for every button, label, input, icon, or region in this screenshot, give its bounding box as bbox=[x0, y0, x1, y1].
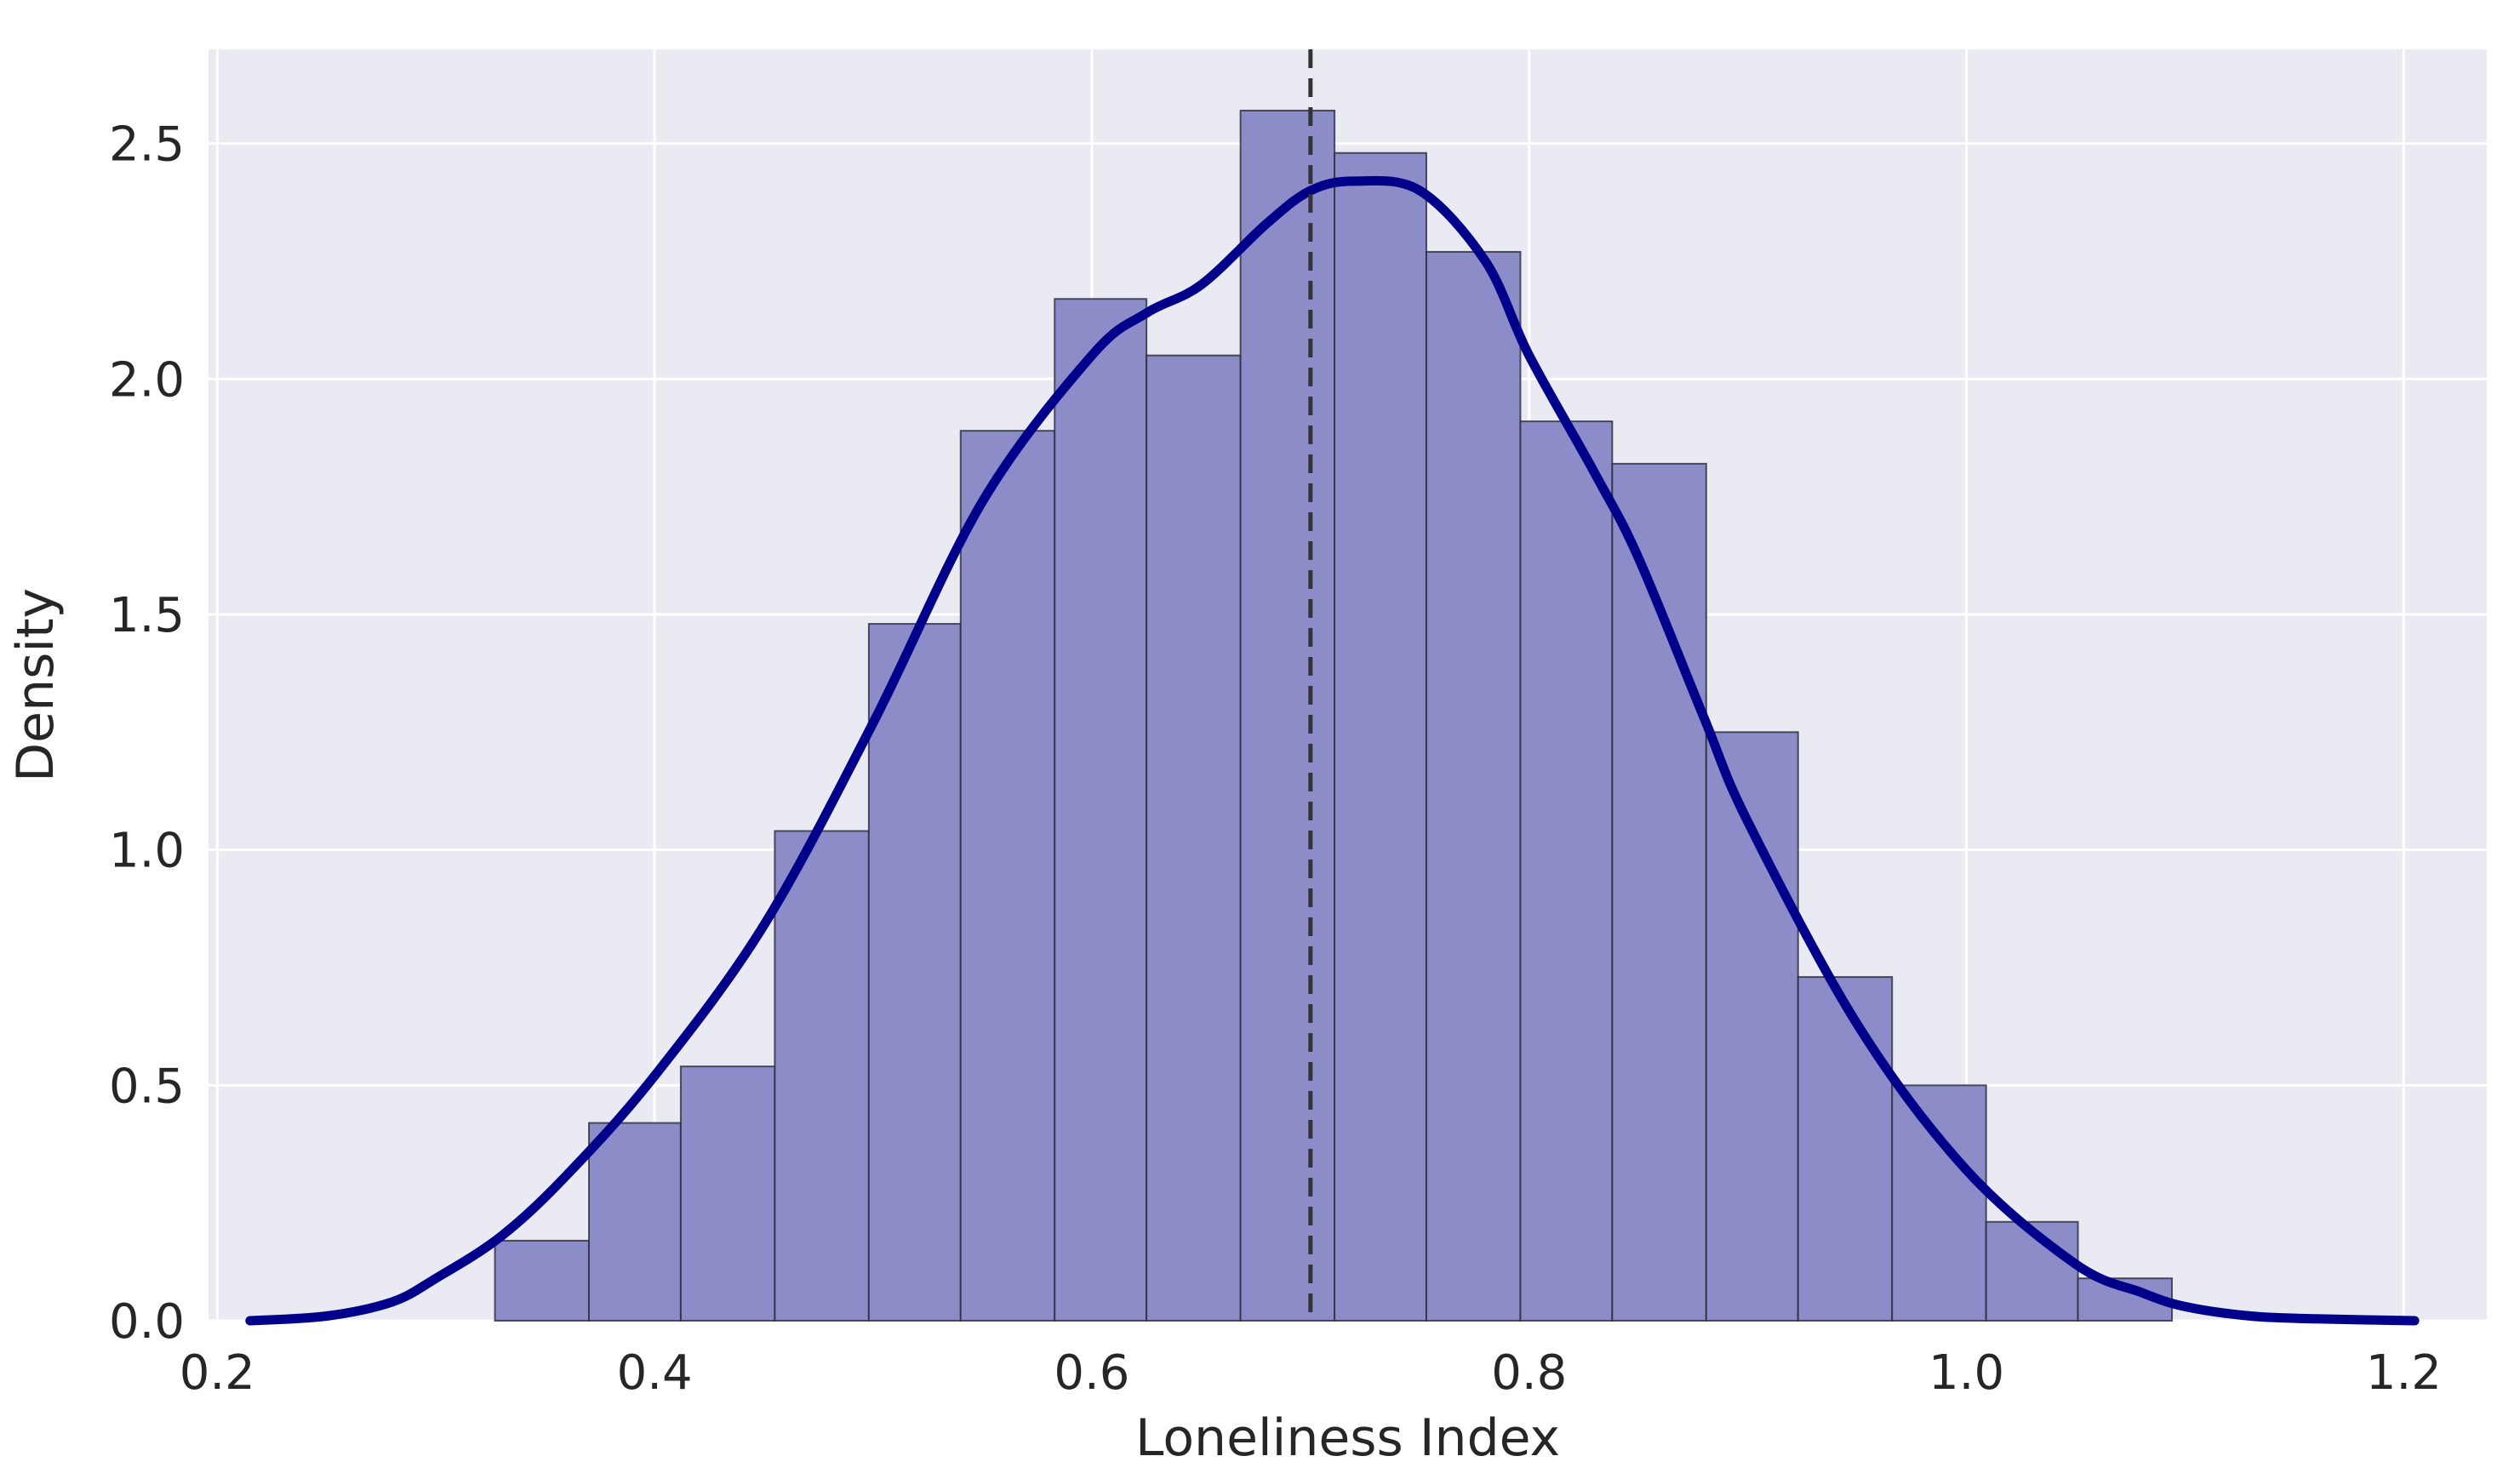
x-tick-label: 0.6 bbox=[1054, 1345, 1129, 1401]
y-tick-label: 0.5 bbox=[109, 1059, 185, 1114]
histogram-bar bbox=[1611, 462, 1707, 1322]
y-tick-label: 1.0 bbox=[109, 824, 185, 879]
histogram-bar bbox=[1425, 250, 1522, 1322]
histogram-bar bbox=[1797, 976, 1894, 1322]
histogram-bar bbox=[959, 430, 1056, 1322]
y-tick-labels: 0.0 0.5 1.0 1.5 2.0 2.5 bbox=[109, 117, 185, 1350]
histogram-bar bbox=[774, 830, 870, 1322]
histogram-bar bbox=[1519, 420, 1614, 1322]
y-tick-label: 0.0 bbox=[109, 1294, 185, 1350]
x-tick-label: 0.8 bbox=[1491, 1345, 1567, 1401]
x-tick-label: 1.0 bbox=[1929, 1345, 2004, 1401]
y-axis-label: Density bbox=[6, 588, 66, 782]
histogram-bar bbox=[588, 1122, 682, 1322]
histogram-bar bbox=[1891, 1084, 1987, 1322]
kde-curve bbox=[245, 175, 2420, 1326]
histogram-bar bbox=[1146, 354, 1242, 1322]
y-tick-label: 1.5 bbox=[109, 588, 185, 643]
y-tick-label: 2.5 bbox=[109, 117, 185, 173]
histogram-bar bbox=[867, 623, 962, 1322]
histogram-bar bbox=[1334, 151, 1427, 1322]
histogram-bar bbox=[1239, 109, 1336, 1322]
histogram-bar bbox=[679, 1065, 776, 1322]
histogram-bar bbox=[1985, 1220, 2079, 1322]
x-tick-label: 0.2 bbox=[180, 1345, 255, 1401]
x-tick-labels: 0.2 0.4 0.6 0.8 1.0 1.2 bbox=[180, 1345, 2442, 1401]
x-axis-label: Loneliness Index bbox=[1135, 1408, 1560, 1468]
x-tick-label: 0.4 bbox=[617, 1345, 693, 1401]
x-tick-label: 1.2 bbox=[2366, 1345, 2442, 1401]
histogram-bar bbox=[1054, 298, 1148, 1322]
y-tick-label: 2.0 bbox=[109, 352, 185, 408]
histogram-bar bbox=[494, 1239, 591, 1322]
